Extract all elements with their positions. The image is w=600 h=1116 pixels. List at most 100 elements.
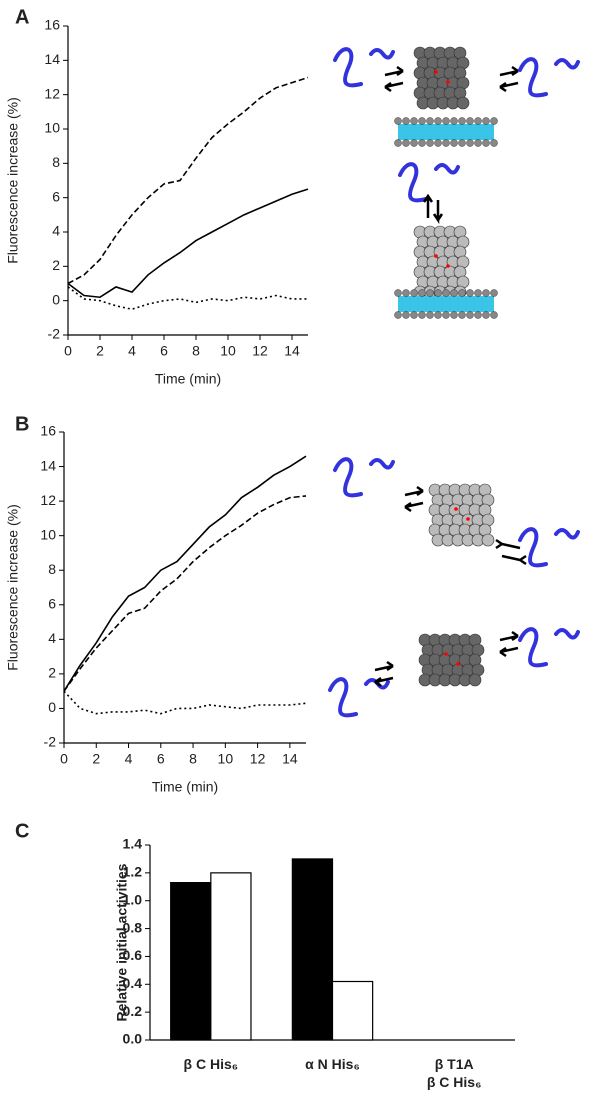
- lipid-head: [402, 311, 410, 319]
- lipid-head: [402, 289, 410, 297]
- x-tick-label: β T1A β C His₆: [427, 1056, 482, 1090]
- lipid-head: [410, 139, 418, 147]
- x-tick-label: 0: [60, 751, 68, 767]
- y-tick-label: 1.4: [123, 836, 143, 852]
- y-tick-label: 10: [40, 526, 56, 542]
- lipid-head: [482, 289, 490, 297]
- y-tick-label: 0: [52, 291, 60, 307]
- x-axis-label: Time (min): [152, 779, 218, 795]
- lipid-head: [442, 117, 450, 125]
- red-dot: [434, 254, 438, 258]
- y-tick-label: 0.2: [123, 1003, 143, 1019]
- y-tick-label: 0.0: [123, 1031, 143, 1047]
- lipid-head: [490, 117, 498, 125]
- lipid-head: [466, 139, 474, 147]
- illustrations: [328, 46, 580, 718]
- y-tick-label: 2: [52, 257, 60, 273]
- lipid-head: [458, 117, 466, 125]
- y-tick-label: 0.8: [123, 919, 143, 935]
- y-tick-label: -2: [44, 734, 57, 750]
- x-tick-label: 14: [282, 751, 298, 767]
- membrane: [398, 296, 494, 312]
- lipid-head: [402, 139, 410, 147]
- y-axis-label: Fluorescence increase (%): [5, 504, 21, 671]
- y-tick-label: 14: [40, 457, 56, 473]
- arrow: [374, 660, 394, 672]
- lipid-head: [418, 139, 426, 147]
- y-tick-label: 6: [48, 595, 56, 611]
- arrow: [495, 538, 521, 550]
- y-tick-label: 1.2: [123, 864, 143, 880]
- arrow: [374, 676, 394, 688]
- red-dot: [444, 652, 448, 656]
- red-dot: [456, 662, 460, 666]
- data-line: [67, 76, 309, 285]
- lipid-head: [410, 289, 418, 297]
- y-tick-label: 0.4: [123, 975, 143, 991]
- lipid-head: [442, 139, 450, 147]
- lipid-head: [410, 117, 418, 125]
- y-tick-label: 0.6: [123, 947, 143, 963]
- lipid-head: [458, 289, 466, 297]
- lipid-head: [426, 139, 434, 147]
- lipid-head: [418, 289, 426, 297]
- arrow: [404, 501, 424, 513]
- panel-label: B: [15, 413, 29, 435]
- y-tick-label: 10: [44, 120, 60, 136]
- lipid-head: [434, 117, 442, 125]
- x-tick-label: 8: [192, 343, 200, 359]
- lipid-head: [442, 311, 450, 319]
- x-tick-label: 6: [157, 751, 165, 767]
- lipid-head: [490, 311, 498, 319]
- x-tick-label: 12: [252, 343, 268, 359]
- data-line: [63, 495, 307, 692]
- lipid-head: [402, 117, 410, 125]
- red-dot: [454, 507, 458, 511]
- sphere: [468, 673, 482, 687]
- data-line: [67, 286, 308, 311]
- y-tick-label: 8: [52, 154, 60, 170]
- x-tick-label: 12: [250, 751, 266, 767]
- y-tick-label: 0: [48, 699, 56, 715]
- bar: [210, 872, 252, 1041]
- membrane: [398, 124, 494, 140]
- sphere: [481, 533, 495, 547]
- x-tick-label: 2: [92, 751, 100, 767]
- data-line: [63, 455, 307, 692]
- peptide: [333, 47, 395, 88]
- y-tick-label: 4: [52, 223, 60, 239]
- data-line: [67, 188, 309, 299]
- peptide: [518, 527, 580, 568]
- arrow: [384, 65, 404, 77]
- x-tick-label: 10: [218, 751, 234, 767]
- panel-label: C: [15, 820, 29, 842]
- x-tick-label: 4: [125, 751, 133, 767]
- y-tick-label: 14: [44, 51, 60, 67]
- lipid-head: [482, 139, 490, 147]
- x-tick-label: 8: [189, 751, 197, 767]
- lipid-head: [426, 311, 434, 319]
- lipid-head: [426, 117, 434, 125]
- data-line: [63, 690, 307, 715]
- arrow: [499, 65, 519, 77]
- peptide: [333, 457, 395, 498]
- y-tick-label: 6: [52, 188, 60, 204]
- peptide: [398, 162, 460, 203]
- lipid-head: [426, 289, 434, 297]
- y-tick-label: 4: [48, 630, 56, 646]
- red-dot: [434, 70, 438, 74]
- arrow: [404, 485, 424, 497]
- red-dot: [446, 264, 450, 268]
- arrow: [499, 646, 519, 658]
- lipid-head: [442, 289, 450, 297]
- arrow: [422, 193, 444, 225]
- y-tick-label: 2: [48, 665, 56, 681]
- x-tick-label: 2: [96, 343, 104, 359]
- lipid-head: [410, 311, 418, 319]
- bar: [291, 858, 334, 1041]
- y-tick-label: 8: [48, 561, 56, 577]
- lipid-head: [482, 311, 490, 319]
- lipid-head: [394, 289, 402, 297]
- lipid-head: [450, 311, 458, 319]
